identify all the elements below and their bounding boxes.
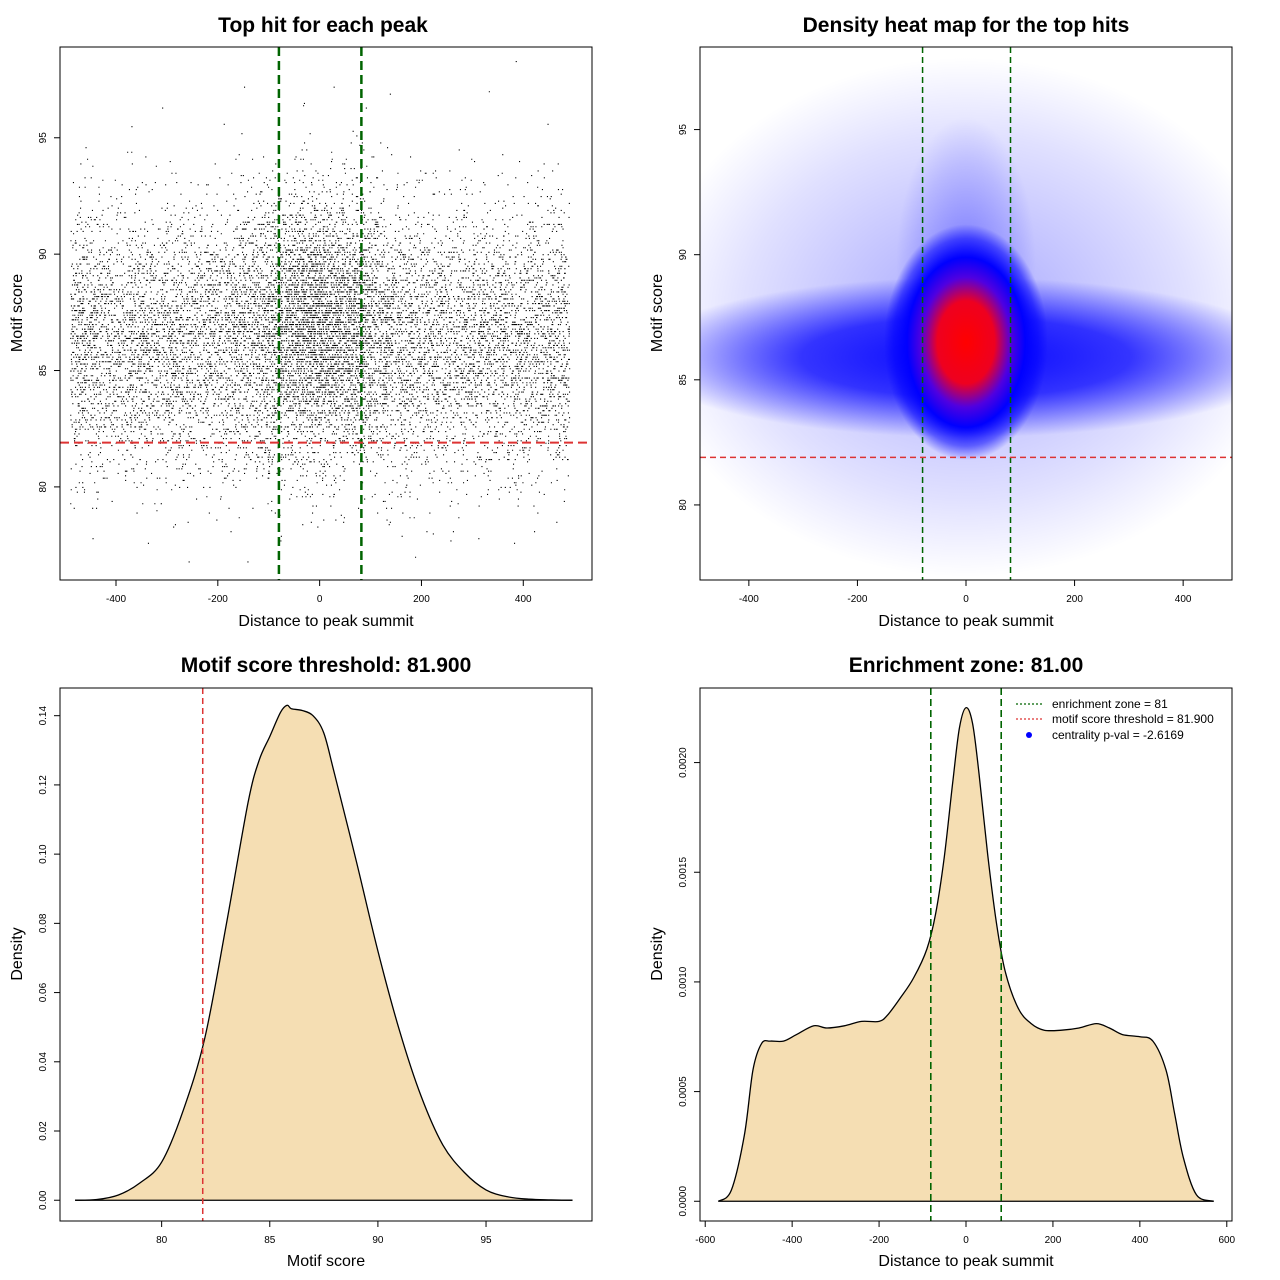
heatmap-hotspot	[884, 224, 1048, 461]
heatmap-axes: -400 -200 0 200 400 80 85 90 95	[678, 124, 1192, 605]
distance-density-y-tick-label: 0.0005	[678, 1076, 689, 1107]
scatter-y-tick-label: 90	[38, 248, 49, 260]
legend-label-centrality: centrality p-val = -2.6169	[1052, 728, 1184, 742]
legend-label-enrichment-zone: enrichment zone = 81	[1052, 697, 1168, 711]
score-density-y-tick-label: 0.10	[38, 844, 49, 864]
scatter-reference-lines	[60, 47, 592, 580]
distance-density-reference-lines	[929, 688, 1003, 1221]
distance-density-x-tick-label: 600	[1218, 1235, 1235, 1246]
scatter-x-tick-label: -200	[208, 594, 228, 605]
heatmap-x-tick-label: 0	[963, 594, 969, 605]
score-density-density-line	[75, 704, 573, 1201]
scatter-y-tick-label: 80	[38, 481, 49, 493]
distance-density-curve	[717, 707, 1214, 1202]
distance-density-density-line	[717, 707, 1214, 1202]
score-density-y-tick-label: 0.06	[38, 982, 49, 1002]
heatmap-y-tick-label: 90	[678, 249, 689, 261]
distance-density-xlabel: Distance to peak summit	[878, 1253, 1054, 1270]
scatter-axes: -400 -200 0 200 400 80 85 90 95	[38, 132, 532, 605]
score-density-xlabel: Motif score	[287, 1253, 365, 1270]
heatmap-y-tick-label: 95	[678, 124, 689, 136]
score-density-title: Motif score threshold: 81.900	[181, 654, 472, 677]
score-density-x-tick-label: 85	[264, 1235, 276, 1246]
scatter-ylabel: Motif score	[9, 274, 26, 352]
heatmap-x-tick-label: 200	[1066, 594, 1083, 605]
distance-density-title: Enrichment zone: 81.00	[849, 654, 1084, 677]
distance-density-x-tick-label: -600	[695, 1235, 715, 1246]
distance-density-y-tick-label: 0.0010	[678, 966, 689, 997]
scatter-xlabel: Distance to peak summit	[238, 613, 414, 630]
scatter-points	[70, 61, 571, 563]
distance-density-ylabel: Density	[649, 927, 666, 980]
score-density-ylabel: Density	[9, 927, 26, 980]
distance-density-x-tick-label: 400	[1132, 1235, 1149, 1246]
panel-scatter: Top hit for each peak -400 -200 0 200 400 80 8…	[9, 14, 593, 630]
score-density-x-tick-label: 95	[480, 1235, 492, 1246]
distance-density-x-tick-label: 0	[963, 1235, 969, 1246]
scatter-x-tick-label: 0	[317, 594, 323, 605]
score-density-y-tick-label: 0.14	[38, 706, 49, 726]
score-density-y-tick-label: 0.02	[38, 1121, 49, 1141]
distance-density-area-fill	[718, 707, 1214, 1202]
distance-density-y-tick-label: 0.0020	[678, 747, 689, 778]
heatmap-x-tick-label: 400	[1175, 594, 1192, 605]
scatter-y-tick-label: 85	[38, 365, 49, 377]
score-density-axes: 80 85 90 95 0.00 0.02 0.04 0.06 0.08 0.10 0.12 0.14	[38, 706, 492, 1246]
score-density-y-tick-label: 0.00	[38, 1190, 49, 1210]
heatmap-x-tick-label: -400	[739, 594, 759, 605]
scatter-point-cloud	[70, 61, 571, 563]
legend-marker-centrality	[1026, 732, 1032, 738]
distance-density-axes: -600 -400 -200 0 200 400 600 0.0000 0.0005 0.0010…	[678, 747, 1236, 1246]
heatmap-x-tick-label: -200	[847, 594, 867, 605]
panel-heatmap: Density heat map for the top hits -400 -2…	[649, 14, 1233, 630]
scatter-x-tick-label: -400	[106, 594, 126, 605]
distance-density-y-tick-label: 0.0015	[678, 857, 689, 888]
score-density-curve	[75, 704, 573, 1201]
heatmap-title: Density heat map for the top hits	[803, 14, 1130, 37]
heatmap-reference-lines	[700, 47, 1232, 580]
legend-label-threshold: motif score threshold = 81.900	[1052, 712, 1214, 726]
score-density-y-tick-label: 0.08	[38, 913, 49, 933]
score-density-y-tick-label: 0.12	[38, 775, 49, 795]
panel-distance-density: Enrichment zone: 81.00 -600 -400 -200 0 200 4…	[649, 654, 1236, 1270]
score-density-x-tick-label: 90	[372, 1235, 384, 1246]
score-density-area-fill	[75, 705, 573, 1201]
scatter-y-tick-label: 95	[38, 132, 49, 144]
distance-density-x-tick-label: -200	[869, 1235, 889, 1246]
score-density-x-tick-label: 80	[156, 1235, 168, 1246]
heatmap-y-tick-label: 85	[678, 374, 689, 386]
scatter-x-tick-label: 200	[413, 594, 430, 605]
distance-density-x-tick-label: 200	[1045, 1235, 1062, 1246]
heatmap-y-tick-label: 80	[678, 499, 689, 511]
heatmap-ylabel: Motif score	[649, 274, 666, 352]
scatter-title: Top hit for each peak	[218, 14, 428, 37]
heatmap-xlabel: Distance to peak summit	[878, 613, 1054, 630]
distance-density-legend: enrichment zone = 81 motif score thresho…	[1016, 697, 1214, 742]
panel-score-density: Motif score threshold: 81.900 80 85 90 95 0.…	[9, 654, 593, 1270]
heatmap-density	[700, 57, 1232, 578]
distance-density-x-tick-label: -400	[782, 1235, 802, 1246]
scatter-x-tick-label: 400	[515, 594, 532, 605]
score-density-y-tick-label: 0.04	[38, 1052, 49, 1072]
distance-density-y-tick-label: 0.0000	[678, 1186, 689, 1217]
scatter-plot-frame	[59, 46, 593, 581]
